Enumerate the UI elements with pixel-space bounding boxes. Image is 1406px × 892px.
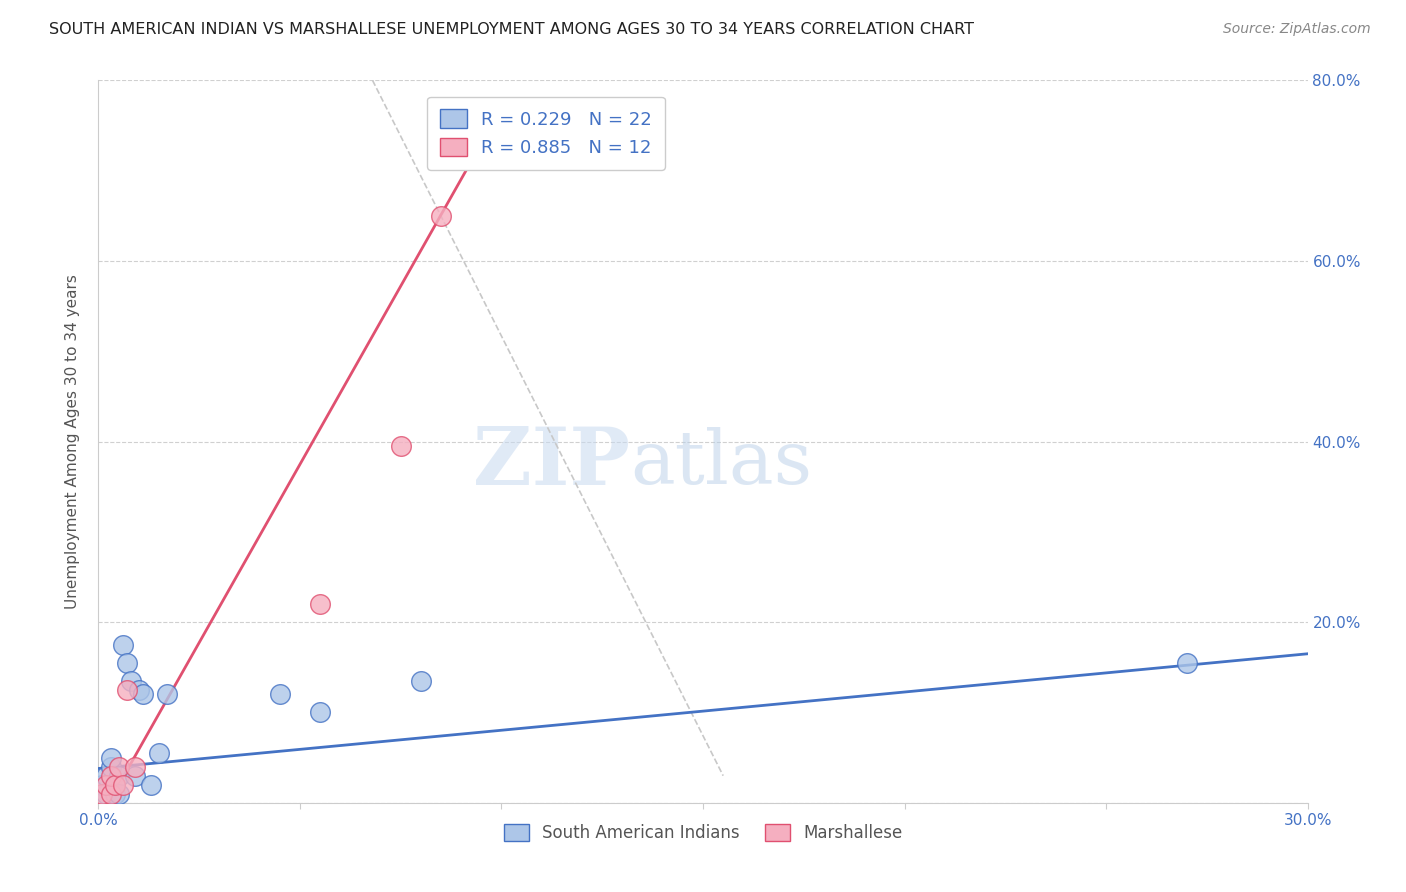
Point <box>100 750 122 764</box>
Point <box>107 760 129 774</box>
Point <box>100 760 122 774</box>
Point <box>128 682 150 697</box>
Point <box>91 778 114 792</box>
Point <box>132 687 155 701</box>
Text: Source: ZipAtlas.com: Source: ZipAtlas.com <box>1223 22 1371 37</box>
Point <box>124 760 146 774</box>
Point <box>269 687 291 701</box>
Point <box>100 787 122 801</box>
Point <box>96 778 118 792</box>
Point <box>107 787 129 801</box>
Point <box>103 778 125 792</box>
Text: SOUTH AMERICAN INDIAN VS MARSHALLESE UNEMPLOYMENT AMONG AGES 30 TO 34 YEARS CORR: SOUTH AMERICAN INDIAN VS MARSHALLESE UNE… <box>49 22 974 37</box>
Point <box>409 673 432 688</box>
Point <box>111 638 134 652</box>
Point <box>139 778 162 792</box>
Point <box>156 687 179 701</box>
Point <box>115 682 138 697</box>
Legend: South American Indians, Marshallese: South American Indians, Marshallese <box>498 817 908 848</box>
Point <box>107 769 129 783</box>
Point <box>124 769 146 783</box>
Point <box>111 778 134 792</box>
Text: atlas: atlas <box>630 426 813 500</box>
Y-axis label: Unemployment Among Ages 30 to 34 years: Unemployment Among Ages 30 to 34 years <box>65 274 80 609</box>
Point <box>100 769 122 783</box>
Point <box>96 769 118 783</box>
Point <box>309 597 332 611</box>
Point <box>1175 656 1198 670</box>
Point <box>389 439 412 453</box>
Point <box>103 787 125 801</box>
Point <box>120 673 142 688</box>
Point <box>148 746 170 760</box>
Point <box>91 787 114 801</box>
Point <box>309 706 332 720</box>
Text: ZIP: ZIP <box>474 425 630 502</box>
Point <box>430 209 453 223</box>
Point <box>115 656 138 670</box>
Point <box>103 778 125 792</box>
Point <box>96 787 118 801</box>
